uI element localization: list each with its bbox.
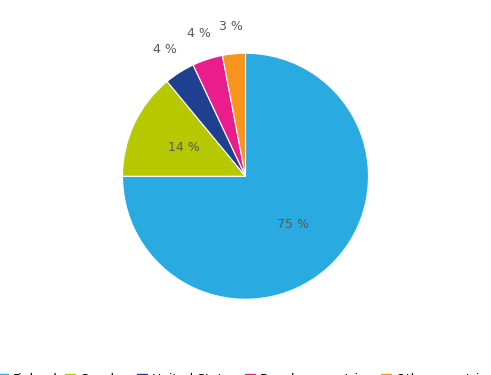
Text: 75 %: 75 % bbox=[277, 217, 309, 231]
Legend: Finland, Sweden, United States, Benelux-countries, Other countries: Finland, Sweden, United States, Benelux-… bbox=[0, 368, 491, 375]
Text: 3 %: 3 % bbox=[219, 20, 244, 33]
Wedge shape bbox=[122, 53, 369, 299]
Text: 4 %: 4 % bbox=[187, 27, 211, 40]
Wedge shape bbox=[222, 53, 246, 176]
Wedge shape bbox=[122, 81, 246, 176]
Wedge shape bbox=[167, 65, 246, 176]
Text: 4 %: 4 % bbox=[153, 43, 177, 56]
Wedge shape bbox=[193, 56, 246, 176]
Text: 14 %: 14 % bbox=[168, 141, 200, 154]
